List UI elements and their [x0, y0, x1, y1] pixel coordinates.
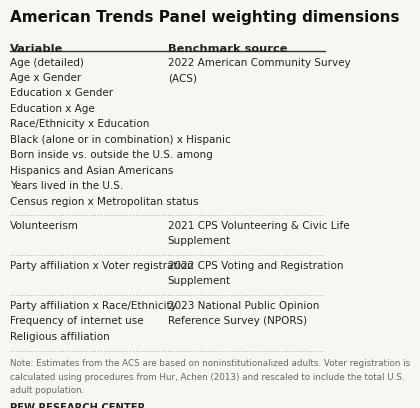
Text: Supplement: Supplement — [168, 276, 231, 286]
Text: Education x Age: Education x Age — [10, 104, 95, 114]
Text: calculated using procedures from Hur, Achen (2013) and rescaled to include the t: calculated using procedures from Hur, Ac… — [10, 373, 404, 382]
Text: Volunteerism: Volunteerism — [10, 221, 79, 231]
Text: Census region x Metropolitan status: Census region x Metropolitan status — [10, 197, 199, 206]
Text: Hispanics and Asian Americans: Hispanics and Asian Americans — [10, 166, 173, 176]
Text: Frequency of internet use: Frequency of internet use — [10, 316, 144, 326]
Text: Variable: Variable — [10, 44, 63, 53]
Text: Race/Ethnicity x Education: Race/Ethnicity x Education — [10, 120, 150, 129]
Text: Black (alone or in combination) x Hispanic: Black (alone or in combination) x Hispan… — [10, 135, 231, 145]
Text: 2023 National Public Opinion: 2023 National Public Opinion — [168, 301, 319, 311]
Text: 2021 CPS Volunteering & Civic Life: 2021 CPS Volunteering & Civic Life — [168, 221, 349, 231]
Text: Years lived in the U.S.: Years lived in the U.S. — [10, 181, 123, 191]
Text: 2022 CPS Voting and Registration: 2022 CPS Voting and Registration — [168, 261, 343, 271]
Text: Party affiliation x Voter registration: Party affiliation x Voter registration — [10, 261, 194, 271]
Text: 2022 American Community Survey: 2022 American Community Survey — [168, 58, 350, 68]
Text: PEW RESEARCH CENTER: PEW RESEARCH CENTER — [10, 404, 145, 408]
Text: Supplement: Supplement — [168, 237, 231, 246]
Text: Education x Gender: Education x Gender — [10, 89, 113, 98]
Text: Note: Estimates from the ACS are based on noninstitutionalized adults. Voter reg: Note: Estimates from the ACS are based o… — [10, 359, 410, 368]
Text: Benchmark source: Benchmark source — [168, 44, 287, 53]
Text: Age x Gender: Age x Gender — [10, 73, 81, 83]
Text: Party affiliation x Race/Ethnicity: Party affiliation x Race/Ethnicity — [10, 301, 177, 311]
Text: adult population.: adult population. — [10, 386, 84, 395]
Text: Age (detailed): Age (detailed) — [10, 58, 84, 68]
Text: Religious affiliation: Religious affiliation — [10, 332, 110, 342]
Text: Born inside vs. outside the U.S. among: Born inside vs. outside the U.S. among — [10, 150, 213, 160]
Text: (ACS): (ACS) — [168, 73, 197, 83]
Text: Reference Survey (NPORS): Reference Survey (NPORS) — [168, 316, 307, 326]
Text: American Trends Panel weighting dimensions: American Trends Panel weighting dimensio… — [10, 11, 399, 25]
